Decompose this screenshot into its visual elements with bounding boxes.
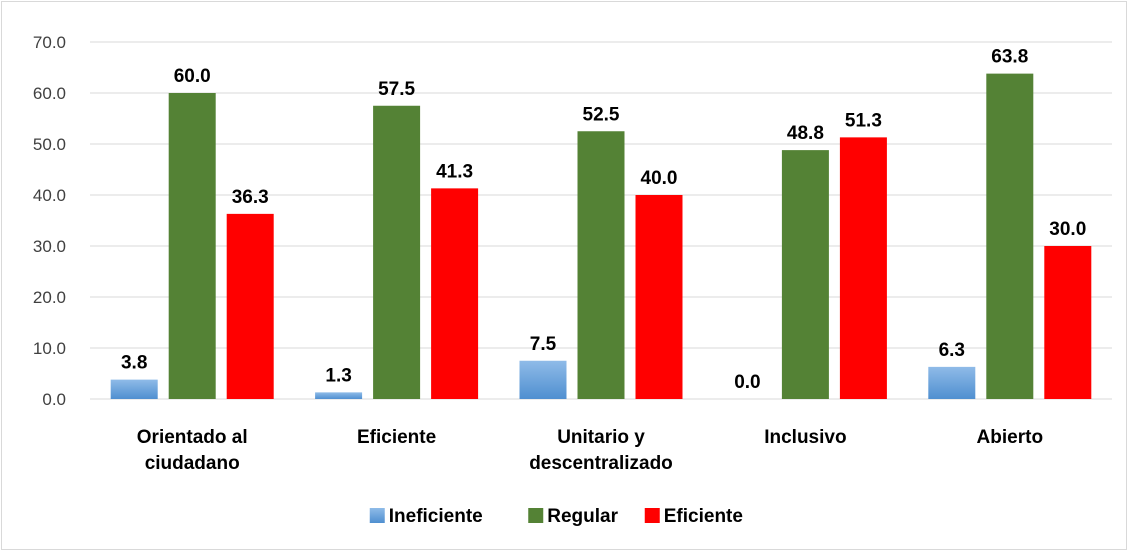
legend-swatch-regular [528, 508, 544, 523]
y-tick-label: 0.0 [42, 390, 66, 409]
legend-label: Eficiente [664, 506, 743, 527]
category-label: Eficiente [357, 427, 436, 448]
bar-regular [373, 105, 421, 399]
data-label: 48.8 [787, 123, 824, 144]
category-label: descentralizado [529, 453, 673, 474]
data-label: 3.8 [121, 353, 147, 374]
bar-regular [781, 150, 829, 399]
data-label: 41.3 [436, 161, 473, 182]
legend-label: Regular [547, 506, 618, 527]
x-axis: Orientado al ciudadano Eficiente Unitario y… [137, 427, 1043, 474]
bars [110, 73, 1092, 400]
data-label: 7.5 [530, 334, 557, 355]
bar-eficiente [1044, 246, 1092, 399]
data-label: 63.8 [991, 47, 1028, 68]
legend: Ineficiente Regular Eficiente [369, 506, 743, 527]
bar-ineficiente [928, 366, 976, 399]
y-tick-label: 60.0 [33, 84, 66, 103]
y-tick-label: 30.0 [33, 237, 66, 256]
data-labels: 3.8 1.3 7.5 0.0 6.3 60.0 57.5 52.5 48.8 63.8 36.3 4… [121, 47, 1086, 393]
y-tick-label: 50.0 [33, 135, 66, 154]
data-label: 30.0 [1049, 219, 1086, 240]
y-tick-label: 20.0 [33, 288, 66, 307]
y-tick-label: 70.0 [33, 33, 66, 52]
category-label: Inclusivo [764, 427, 846, 448]
bar-eficiente [635, 195, 683, 399]
bar-eficiente [839, 137, 887, 399]
category-label: Unitario y [557, 427, 645, 448]
bar-ineficiente [519, 360, 567, 399]
data-label: 51.3 [845, 110, 882, 131]
data-label: 57.5 [378, 79, 415, 100]
data-label: 0.0 [734, 372, 760, 393]
bar-regular [986, 73, 1034, 400]
bar-ineficiente [315, 392, 363, 399]
category-label: ciudadano [145, 453, 240, 474]
y-tick-label: 10.0 [33, 339, 66, 358]
category-label: Abierto [977, 427, 1044, 448]
data-label: 1.3 [325, 365, 351, 386]
bar-eficiente [431, 188, 479, 399]
bar-eficiente [226, 213, 274, 399]
data-label: 52.5 [583, 104, 620, 125]
data-label: 6.3 [939, 340, 965, 361]
legend-label: Ineficiente [389, 506, 483, 527]
y-tick-label: 40.0 [33, 186, 66, 205]
category-label: Orientado al [137, 427, 248, 448]
legend-swatch-ineficiente [369, 508, 385, 523]
data-label: 40.0 [641, 168, 678, 189]
bar-ineficiente [110, 379, 158, 399]
data-label: 60.0 [174, 66, 211, 87]
bar-regular [577, 131, 625, 399]
bar-regular [168, 93, 216, 399]
legend-swatch-eficiente [644, 508, 660, 523]
data-label: 36.3 [232, 187, 269, 208]
